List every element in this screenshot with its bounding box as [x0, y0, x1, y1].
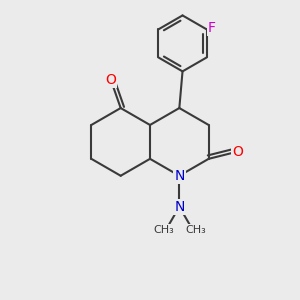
- Text: N: N: [174, 200, 184, 214]
- Text: O: O: [232, 145, 243, 159]
- Text: F: F: [208, 21, 216, 35]
- Text: N: N: [174, 169, 184, 183]
- Text: CH₃: CH₃: [185, 225, 206, 235]
- Text: O: O: [106, 73, 116, 87]
- Text: CH₃: CH₃: [153, 225, 174, 235]
